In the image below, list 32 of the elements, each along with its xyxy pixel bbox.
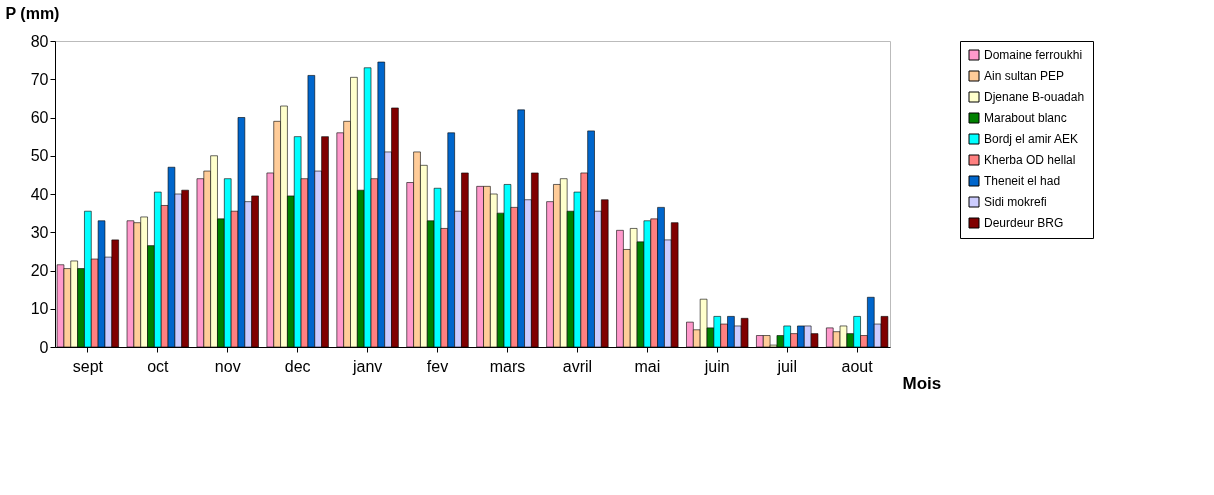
- x-tick-label: janv: [351, 357, 383, 375]
- y-tick-label: 0: [39, 338, 49, 356]
- y-tick-label: 20: [30, 262, 49, 279]
- legend-label: Deurdeur BRG: [984, 216, 1064, 230]
- x-tick-label: juil: [776, 357, 797, 375]
- y-tick-label: 30: [30, 223, 49, 241]
- x-tick-label: mars: [489, 357, 526, 375]
- x-axis-title: Mois: [902, 373, 942, 393]
- x-tick-label: aout: [841, 357, 874, 375]
- y-tick-label: 80: [30, 32, 49, 50]
- y-tick-label: 70: [30, 70, 49, 88]
- x-tick-label: oct: [147, 357, 170, 375]
- legend-label: Domaine ferroukhi: [984, 48, 1083, 62]
- legend-label: Theneit el had: [984, 174, 1061, 188]
- legend-label: Bordj el amir AEK: [984, 132, 1079, 146]
- y-tick-label: 40: [30, 185, 49, 203]
- x-tick-label: fev: [426, 357, 449, 375]
- y-tick-label: 10: [30, 300, 49, 318]
- legend-label: Sidi mokrefi: [984, 195, 1047, 209]
- legend-label: Djenane B-ouadah: [984, 90, 1085, 104]
- x-tick-label: dec: [284, 357, 311, 375]
- x-tick-label: avril: [562, 357, 593, 375]
- legend-label: Marabout blanc: [984, 111, 1067, 125]
- y-axis-title: P (mm): [5, 4, 60, 22]
- x-tick-label: nov: [214, 357, 241, 375]
- x-tick-label: mai: [634, 357, 661, 375]
- y-tick-label: 50: [30, 147, 49, 165]
- legend-label: Kherba OD hellal: [984, 153, 1076, 167]
- y-tick-label: 60: [30, 109, 49, 126]
- legend-label: Ain sultan PEP: [984, 69, 1065, 83]
- x-tick-label: juin: [703, 357, 730, 375]
- x-tick-label: sept: [72, 357, 104, 375]
